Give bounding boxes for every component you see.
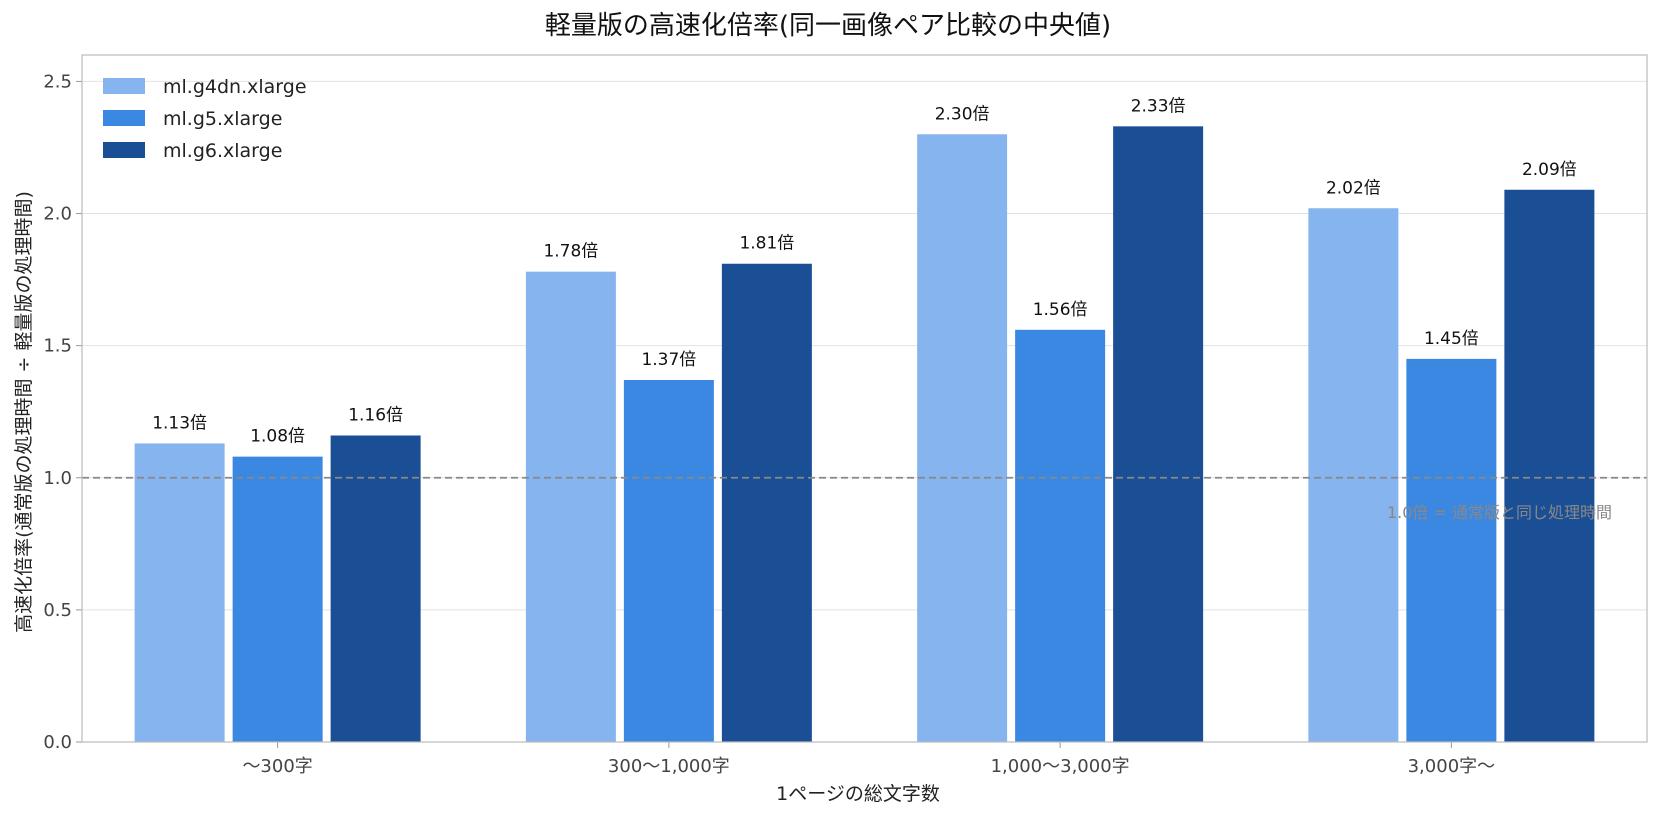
data-label: 1.08倍	[250, 427, 305, 447]
data-label: 1.45倍	[1424, 329, 1479, 349]
legend-entry: ml.g6.xlarge	[163, 140, 282, 162]
y-axis-ticks: 0.0 0.5 1.0 1.5 2.0 2.5	[43, 71, 82, 753]
data-label: 2.09倍	[1522, 160, 1577, 180]
bar	[1015, 329, 1106, 742]
x-tick-label: 1,000〜3,000字	[991, 756, 1130, 777]
y-tick-label: 1.0	[43, 468, 72, 489]
data-label: 1.16倍	[348, 405, 403, 425]
bar	[232, 456, 323, 742]
legend-swatch	[103, 142, 145, 158]
data-label: 1.78倍	[543, 242, 598, 262]
data-label: 2.02倍	[1326, 178, 1381, 198]
data-label: 1.56倍	[1033, 300, 1088, 320]
data-label: 2.33倍	[1131, 96, 1186, 116]
bar	[330, 435, 421, 742]
y-tick-label: 0.5	[43, 600, 72, 621]
legend: ml.g4dn.xlarge ml.g5.xlarge ml.g6.xlarge	[103, 76, 307, 162]
y-tick-label: 0.0	[43, 732, 72, 753]
bar	[134, 443, 225, 742]
x-tick-label: 3,000字〜	[1408, 756, 1496, 777]
x-axis-label: 1ページの総文字数	[776, 783, 940, 805]
data-label: 1.13倍	[152, 413, 207, 433]
x-tick-label: 300〜1,000字	[608, 756, 730, 777]
data-label: 2.30倍	[935, 104, 990, 124]
bar	[525, 271, 616, 742]
legend-entry: ml.g5.xlarge	[163, 108, 282, 130]
bar	[917, 134, 1008, 742]
y-tick-label: 2.0	[43, 204, 72, 225]
data-labels: 1.13倍 1.08倍 1.16倍 1.78倍 1.37倍 1.81倍 2.30倍 1.56倍…	[152, 96, 1577, 446]
reference-line-label: 1.0倍 = 通常版と同じ処理時間	[1387, 503, 1612, 522]
chart-title: 軽量版の高速化倍率(同一画像ペア比較の中央値)	[545, 11, 1111, 41]
bars	[134, 126, 1595, 743]
plot-frame	[81, 54, 1648, 743]
reference-line-group: 1.0倍 = 通常版と同じ処理時間	[82, 476, 1647, 522]
bar	[721, 263, 812, 742]
y-tick-label: 2.5	[43, 71, 72, 92]
legend-swatch	[103, 78, 145, 94]
legend-swatch	[103, 110, 145, 126]
bar	[1504, 189, 1595, 742]
bar	[623, 380, 714, 742]
bar	[1308, 208, 1399, 742]
bar	[1406, 358, 1497, 742]
y-tick-label: 1.5	[43, 336, 72, 357]
bar	[1113, 126, 1204, 743]
x-tick-label: 〜300字	[242, 756, 312, 777]
legend-entry: ml.g4dn.xlarge	[163, 76, 307, 98]
x-axis-ticks: 〜300字 300〜1,000字 1,000〜3,000字 3,000字〜	[242, 742, 1495, 777]
data-label: 1.37倍	[641, 350, 696, 370]
data-label: 1.81倍	[739, 234, 794, 254]
y-axis-label: 高速化倍率(通常版の処理時間 ÷ 軽量版の処理時間)	[13, 191, 35, 633]
